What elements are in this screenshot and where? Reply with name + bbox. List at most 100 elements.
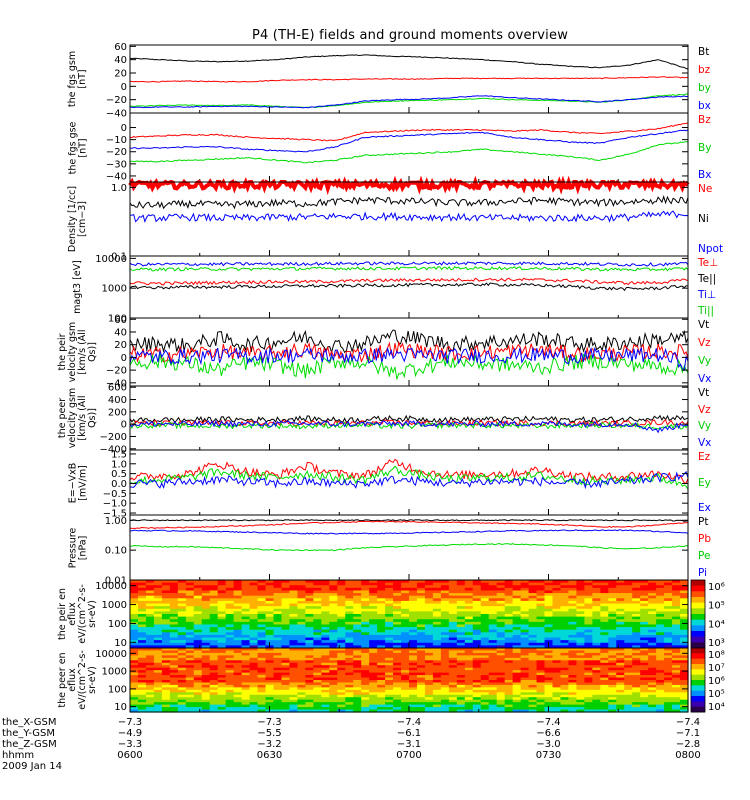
spectrogram-cell xyxy=(345,667,354,671)
spectrogram-cell xyxy=(161,665,171,669)
spectrogram-cell xyxy=(584,709,593,713)
spectrogram-cell xyxy=(169,672,179,676)
spectrogram-cell xyxy=(664,582,673,586)
spectrogram-cell xyxy=(337,655,346,659)
spectrogram-cell xyxy=(281,614,291,618)
spectrogram-cell xyxy=(289,634,298,639)
spectrogram-cell xyxy=(145,624,155,628)
spectrogram-cell xyxy=(528,697,538,701)
spectrogram-cell xyxy=(672,667,681,671)
spectrogram-cell xyxy=(273,624,283,628)
spectrogram-cell xyxy=(337,582,346,586)
spectrogram-cell xyxy=(289,619,298,623)
spectrogram-cell xyxy=(576,629,585,633)
ytick-label: −1.0 xyxy=(103,499,127,510)
legend-density-Ne: Ne xyxy=(698,183,713,195)
spectrogram-cell xyxy=(608,684,617,688)
spectrogram-cell xyxy=(225,655,235,659)
series-line-by xyxy=(129,93,689,109)
spectrogram-cell xyxy=(672,645,681,649)
spectrogram-cell xyxy=(185,665,195,669)
spectrogram-cell xyxy=(520,593,530,597)
spectrogram-cell xyxy=(584,634,593,639)
spectrogram-cell xyxy=(672,709,681,713)
spectrogram-cell xyxy=(536,704,546,708)
spectrogram-cell xyxy=(560,587,570,592)
spectrogram-cell xyxy=(632,614,641,618)
ytick-label: −200 xyxy=(100,432,127,443)
spectrogram-cell xyxy=(209,585,219,589)
spectrogram-cell xyxy=(257,598,267,602)
spectrogram-cell xyxy=(385,587,394,592)
spectrogram-cell xyxy=(161,580,171,584)
colorbar-cell xyxy=(691,648,705,652)
spectrogram-cell xyxy=(680,655,689,659)
spectrogram-cell xyxy=(265,680,275,684)
spectrogram-cell xyxy=(624,629,633,633)
spectrogram-cell xyxy=(592,709,601,713)
spectrogram-cell xyxy=(528,672,538,676)
spectrogram-cell xyxy=(353,629,362,633)
spectrogram-cell xyxy=(217,675,227,679)
spectrogram-cell xyxy=(664,640,673,644)
spectrogram-cell xyxy=(289,611,298,615)
spectrogram-cell xyxy=(512,670,522,674)
spectrogram-cell xyxy=(409,642,418,646)
spectrogram-cell xyxy=(656,640,665,644)
spectrogram-cell xyxy=(201,603,211,607)
spectrogram-cell xyxy=(345,699,354,703)
spectrogram-cell xyxy=(257,642,267,646)
spectrogram-cell xyxy=(536,670,546,674)
spectrogram-cell xyxy=(385,624,394,628)
spectrogram-cell xyxy=(217,709,227,713)
spectrogram-cell xyxy=(313,587,322,592)
spectrogram-cell xyxy=(592,645,601,649)
spectrogram-cell xyxy=(169,637,179,641)
spectrogram-cell xyxy=(680,657,689,661)
spectrogram-cell xyxy=(528,606,538,610)
spectrogram-cell xyxy=(321,598,330,602)
spectrogram-cell xyxy=(241,648,251,652)
spectrogram-cell xyxy=(424,642,434,646)
spectrogram-cell xyxy=(337,684,346,688)
spectrogram-cell xyxy=(265,587,275,592)
spectrogram-cell xyxy=(552,587,562,592)
spectrogram-cell xyxy=(664,600,673,605)
spectrogram-cell xyxy=(592,670,601,674)
ylabel-density: Density [1/cc] [cm−3] xyxy=(67,185,88,253)
spectrogram-cell xyxy=(193,587,203,592)
spectrogram-cell xyxy=(393,662,402,666)
spectrogram-cell xyxy=(313,680,322,684)
spectrogram-cell xyxy=(552,624,562,628)
spectrogram-cell xyxy=(416,675,426,679)
spectrogram-cell xyxy=(201,600,211,605)
spectrogram-cell xyxy=(297,697,306,701)
spectrogram-cell xyxy=(600,662,609,666)
legend-peir_velocity-Vy: Vy xyxy=(698,355,712,367)
spectrogram-cell xyxy=(241,650,251,654)
spectrogram-cell xyxy=(257,662,267,666)
spectrogram-cell xyxy=(201,699,211,703)
spectrogram-cell xyxy=(440,619,450,623)
spectrogram-cell xyxy=(424,611,434,615)
spectrogram-cell xyxy=(472,629,482,633)
spectrogram-cell xyxy=(169,608,179,612)
spectrogram-cell xyxy=(321,697,330,701)
spectrogram-cell xyxy=(153,670,163,674)
spectrogram-cell xyxy=(153,677,163,681)
spectrogram-cell xyxy=(297,582,306,586)
spectrogram-cell xyxy=(544,632,554,636)
spectrogram-cell xyxy=(353,662,362,666)
spectrogram-cell xyxy=(297,707,306,711)
spectrogram-cell xyxy=(640,593,649,597)
spectrogram-cell xyxy=(608,657,617,661)
spectrogram-cell xyxy=(361,627,370,631)
spectrogram-cell xyxy=(680,593,689,597)
spectrogram-cell xyxy=(624,675,633,679)
spectrogram-cell xyxy=(137,689,147,693)
spectrogram-cell xyxy=(329,650,338,654)
spectrogram-cell xyxy=(377,657,386,661)
ylabel-fgs_gsm: the fgs gsm [nT] xyxy=(67,50,88,108)
spectrogram-cell xyxy=(177,580,187,584)
spectrogram-cell xyxy=(201,590,211,594)
